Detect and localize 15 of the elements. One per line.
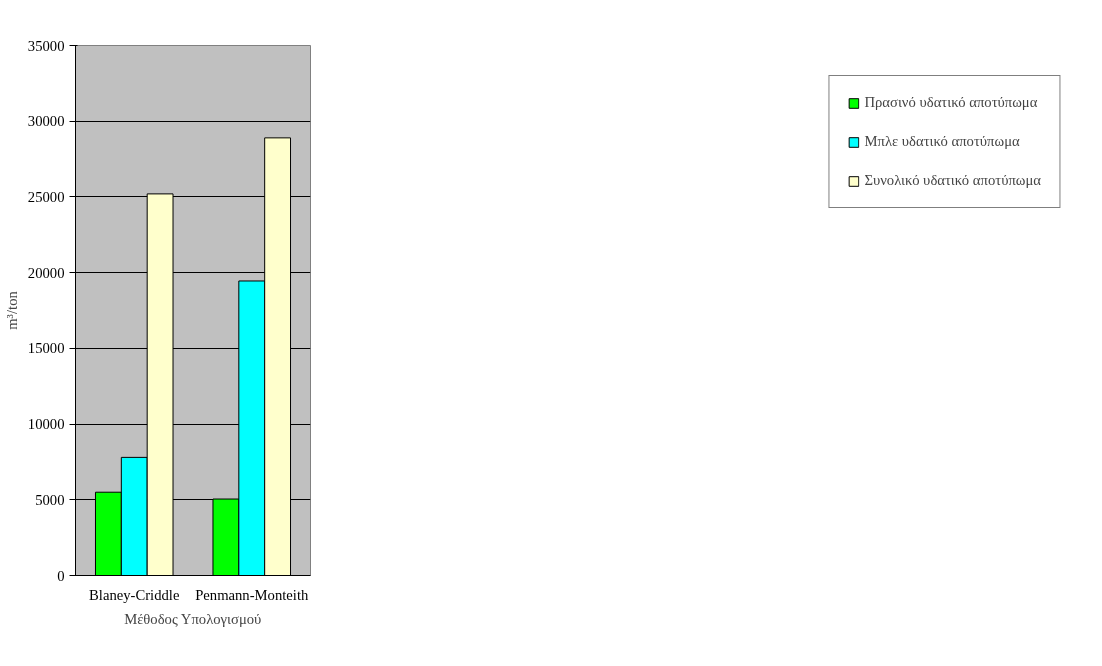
y-tick-label: 20000 <box>27 264 65 281</box>
x-tick-label: Blaney-Criddle <box>89 586 180 603</box>
y-tick-label: 0 <box>57 567 65 584</box>
y-tick-label: 35000 <box>27 37 65 54</box>
y-tick-label: 10000 <box>27 416 65 433</box>
legend-label: Πρασινό υδατικό αποτύπωμα <box>864 94 1038 111</box>
x-tick-label: Penmann-Monteith <box>195 586 309 603</box>
y-axis-title: m³/ton <box>3 290 20 330</box>
x-axis-title: Μέθοδος Υπολογισμού <box>124 610 262 627</box>
legend-label: Μπλε υδατικό αποτύπωμα <box>864 133 1020 150</box>
y-tick-label: 15000 <box>27 340 65 357</box>
y-tick-label: 25000 <box>27 188 65 205</box>
legend-label: Συνολικό υδατικό αποτύπωμα <box>864 172 1041 189</box>
y-tick-label: 5000 <box>35 491 65 508</box>
y-tick-label: 30000 <box>27 113 65 130</box>
